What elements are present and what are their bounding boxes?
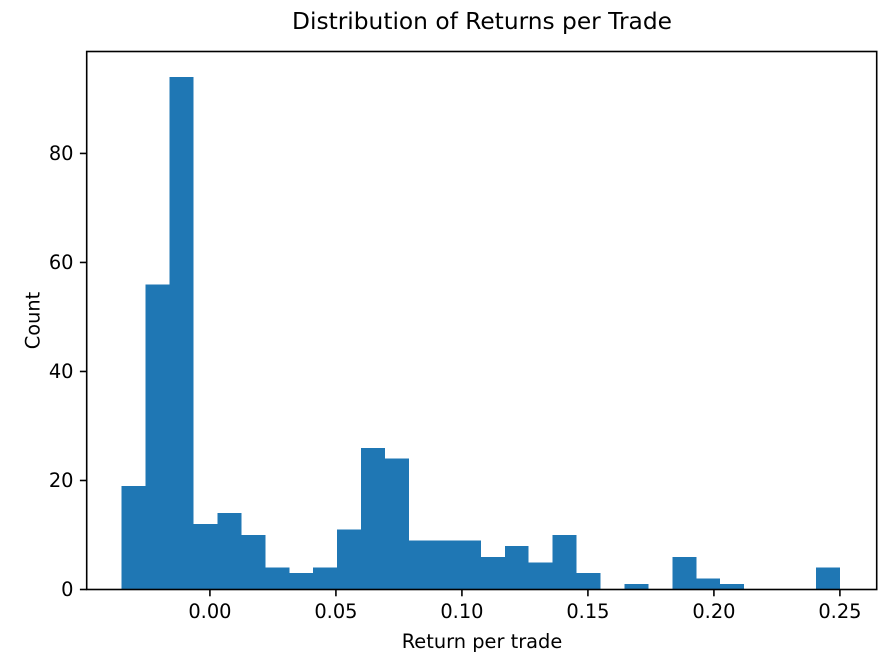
x-tick-label: 0.15 — [566, 599, 610, 623]
histogram-bar — [696, 578, 721, 590]
x-tick-label: 0.20 — [692, 599, 736, 623]
histogram-bar — [528, 562, 553, 590]
y-tick-label: 80 — [48, 141, 74, 165]
histogram-bar — [169, 77, 194, 590]
axes-spines — [85, 50, 878, 591]
histogram-bar — [815, 567, 840, 590]
histogram-bar — [121, 485, 146, 590]
histogram-bar — [432, 540, 457, 590]
histogram-bar — [145, 284, 170, 590]
histogram-bar — [265, 567, 290, 590]
y-tick-label: 60 — [48, 250, 74, 274]
histogram-bar — [720, 584, 745, 590]
y-tick-label: 40 — [48, 359, 74, 383]
y-tick-label: 0 — [61, 578, 74, 601]
x-axis-label: Return per trade — [401, 630, 563, 653]
x-tick-label: 0.00 — [188, 599, 232, 623]
histogram-bar — [409, 540, 433, 590]
histogram-bar — [504, 545, 529, 590]
x-tick-label: 0.05 — [314, 599, 358, 623]
histogram-bar — [480, 556, 505, 590]
x-tick-label: 0.10 — [440, 599, 484, 623]
histogram-bar — [456, 540, 481, 590]
chart-title: Distribution of Returns per Trade — [292, 8, 672, 35]
histogram-bar — [193, 524, 218, 590]
histogram-bar — [552, 534, 577, 590]
histogram-bar — [624, 584, 649, 590]
histogram-bar — [576, 573, 601, 590]
histogram-bar — [241, 534, 266, 590]
x-tick-label: 0.25 — [818, 599, 862, 623]
histogram-bar — [289, 573, 314, 590]
histogram-bar — [337, 529, 362, 590]
histogram-bar — [313, 567, 338, 590]
histogram-bar — [217, 513, 242, 590]
histogram-bar — [361, 447, 386, 590]
histogram-bar — [385, 458, 409, 590]
y-tick-label: 20 — [48, 468, 74, 492]
histogram-bar — [672, 556, 697, 590]
